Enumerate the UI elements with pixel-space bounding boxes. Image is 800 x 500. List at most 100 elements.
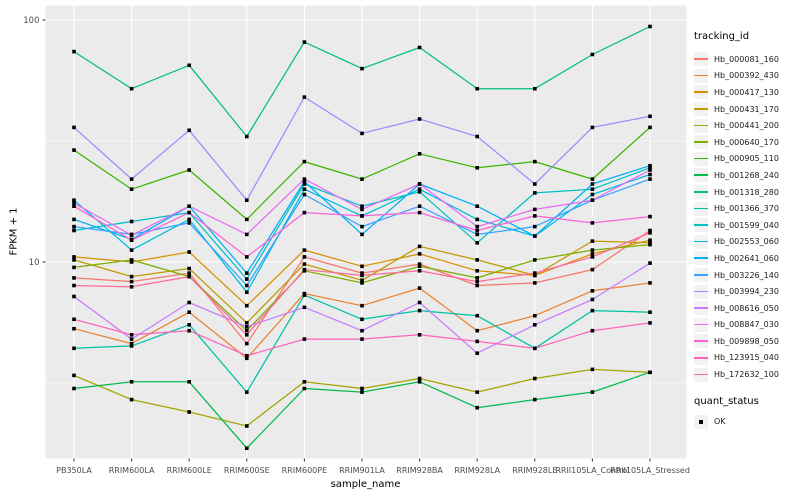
data-point-marker bbox=[302, 386, 307, 391]
data-point-marker bbox=[302, 262, 307, 266]
data-point-marker bbox=[245, 134, 249, 139]
data-point-marker bbox=[475, 258, 479, 262]
legend-key-line-icon bbox=[694, 185, 708, 200]
data-point-marker bbox=[302, 159, 307, 164]
data-point-marker bbox=[360, 278, 364, 283]
data-point-marker bbox=[590, 252, 595, 256]
data-point-marker bbox=[302, 177, 307, 181]
data-point-marker bbox=[129, 380, 134, 384]
data-point-marker bbox=[590, 187, 595, 191]
data-point-marker bbox=[533, 397, 537, 402]
legend-item: Hb_003994_230 bbox=[694, 283, 779, 300]
data-point-marker bbox=[590, 289, 595, 293]
data-point-marker bbox=[129, 248, 134, 252]
legend-item-label: Hb_001599_040 bbox=[714, 220, 779, 230]
legend-key-line-icon bbox=[694, 251, 708, 266]
legend-key-line-icon bbox=[694, 52, 708, 67]
legend-item-label: Hb_002641_060 bbox=[714, 253, 779, 263]
data-point-marker bbox=[72, 346, 76, 351]
legend-item: OK bbox=[694, 413, 726, 430]
legend-item: Hb_001318_280 bbox=[694, 184, 779, 201]
data-point-marker bbox=[360, 271, 364, 275]
data-point-marker bbox=[245, 271, 249, 275]
data-point-marker bbox=[533, 346, 537, 351]
data-point-marker bbox=[72, 224, 76, 229]
data-point-marker bbox=[187, 271, 191, 275]
data-point-marker bbox=[129, 337, 134, 341]
legend-key-line-icon bbox=[694, 367, 708, 382]
x-tick-label: RRIM928LA bbox=[454, 466, 500, 475]
legend-key-line-icon bbox=[694, 135, 708, 150]
data-point-marker bbox=[129, 238, 134, 242]
x-tick-label: RRIM901LA bbox=[339, 466, 385, 475]
x-tick-label: RRIM928BA bbox=[396, 466, 443, 475]
data-point-marker bbox=[302, 179, 307, 184]
data-point-marker bbox=[648, 125, 652, 130]
x-tick-label: RRIM600PE bbox=[282, 466, 328, 475]
legend-item-label: Hb_000417_130 bbox=[714, 87, 779, 97]
x-tick-label: RRII105LA_Control bbox=[555, 466, 629, 475]
data-point-marker bbox=[648, 214, 652, 219]
data-point-marker bbox=[72, 255, 76, 259]
data-point-marker bbox=[417, 117, 422, 121]
data-point-marker bbox=[533, 234, 537, 238]
data-point-marker bbox=[475, 217, 479, 222]
legend-item: Hb_000640_170 bbox=[694, 134, 779, 151]
data-point-marker bbox=[475, 283, 479, 288]
black-square-icon bbox=[694, 414, 708, 429]
legend-item: Hb_000417_130 bbox=[694, 84, 779, 101]
data-point-marker bbox=[129, 397, 134, 402]
data-point-marker bbox=[648, 242, 652, 247]
data-point-marker bbox=[533, 273, 537, 278]
legend-item-label: Hb_000081_160 bbox=[714, 54, 779, 64]
data-point-marker bbox=[360, 317, 364, 322]
data-point-marker bbox=[187, 217, 191, 222]
data-point-marker bbox=[187, 300, 191, 305]
legend-item: Hb_000081_160 bbox=[694, 51, 779, 68]
data-point-marker bbox=[187, 168, 191, 172]
legend-key-line-icon bbox=[694, 102, 708, 117]
legend-item-label: Hb_003226_140 bbox=[714, 270, 779, 280]
data-point-marker bbox=[72, 373, 76, 378]
data-point-marker bbox=[475, 339, 479, 344]
data-point-marker bbox=[245, 290, 249, 294]
data-point-marker bbox=[648, 166, 652, 170]
legend-item: Hb_002641_060 bbox=[694, 250, 779, 267]
x-tick-label: RRIM600SE bbox=[224, 466, 270, 475]
data-point-marker bbox=[187, 380, 191, 384]
data-point-marker bbox=[475, 86, 479, 91]
data-point-marker bbox=[72, 294, 76, 299]
data-point-marker bbox=[648, 238, 652, 242]
data-point-marker bbox=[129, 233, 134, 237]
data-point-marker bbox=[533, 376, 537, 381]
data-point-marker bbox=[72, 258, 76, 262]
data-point-marker bbox=[648, 168, 652, 172]
data-point-marker bbox=[533, 323, 537, 327]
data-point-marker bbox=[245, 325, 249, 329]
legend-item-label: Hb_001366_370 bbox=[714, 204, 779, 214]
data-point-marker bbox=[129, 86, 134, 91]
data-point-marker bbox=[245, 333, 249, 337]
data-point-marker bbox=[533, 313, 537, 318]
data-point-marker bbox=[72, 49, 76, 54]
axis-ticks bbox=[42, 19, 651, 462]
data-point-marker bbox=[129, 177, 134, 181]
data-point-marker bbox=[187, 310, 191, 314]
data-point-marker bbox=[360, 232, 364, 237]
legend-item: Hb_002553_060 bbox=[694, 234, 779, 251]
y-tick-label: 100 bbox=[23, 16, 39, 26]
data-point-marker bbox=[245, 446, 249, 450]
data-point-marker bbox=[302, 255, 307, 259]
data-point-marker bbox=[360, 66, 364, 71]
legend-key-line-icon bbox=[694, 234, 708, 249]
legend-item-label: Hb_003994_230 bbox=[714, 287, 779, 297]
data-point-marker bbox=[475, 204, 479, 208]
x-tick-label: RRIM600LE bbox=[167, 466, 212, 475]
x-tick-label: RRIM928LE bbox=[512, 466, 557, 475]
legend-key-line-icon bbox=[694, 317, 708, 332]
data-point-marker bbox=[302, 293, 307, 297]
data-point-marker bbox=[475, 279, 479, 284]
data-point-marker bbox=[302, 248, 307, 252]
data-point-marker bbox=[245, 328, 249, 333]
data-point-marker bbox=[590, 255, 595, 259]
